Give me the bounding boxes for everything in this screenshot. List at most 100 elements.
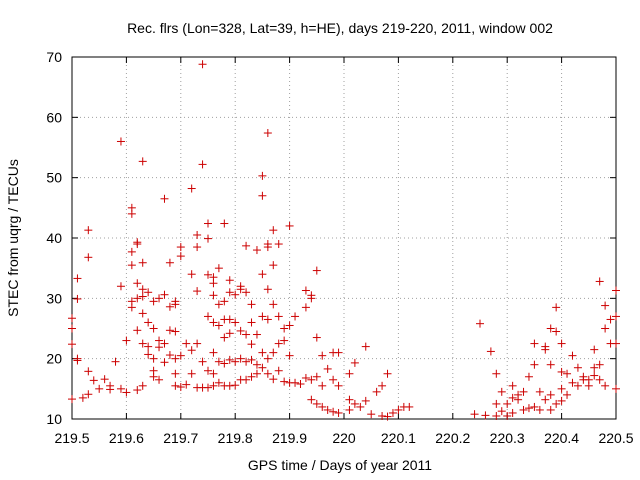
data-point — [149, 324, 158, 333]
data-point — [236, 285, 245, 294]
data-point — [601, 301, 610, 310]
data-point — [209, 279, 218, 288]
data-point — [590, 371, 599, 380]
data-point — [508, 381, 517, 390]
data-point — [301, 286, 310, 295]
data-point — [530, 339, 539, 348]
data-point — [378, 411, 387, 420]
data-point — [127, 261, 136, 270]
data-point — [144, 318, 153, 327]
data-point — [68, 395, 76, 404]
x-tick-label: 219.8 — [218, 430, 253, 446]
data-point — [138, 285, 147, 294]
data-point — [280, 336, 289, 345]
y-tick-label: 30 — [46, 290, 62, 306]
data-point — [144, 342, 153, 351]
data-point — [193, 339, 202, 348]
data-point — [133, 326, 142, 335]
data-point — [519, 387, 528, 396]
data-point — [198, 160, 207, 169]
data-point — [524, 404, 533, 413]
data-point — [122, 336, 131, 345]
x-tick-label: 220.5 — [598, 430, 633, 446]
data-point — [171, 327, 180, 336]
data-point — [274, 366, 283, 375]
data-point — [312, 333, 321, 342]
data-point — [323, 364, 332, 373]
data-point — [138, 258, 147, 267]
data-point — [612, 312, 620, 321]
x-tick-label: 220.1 — [381, 430, 416, 446]
data-point — [225, 381, 234, 390]
x-tick-label: 220.4 — [544, 430, 579, 446]
data-point — [171, 381, 180, 390]
data-point — [280, 377, 289, 386]
data-point — [198, 60, 207, 69]
data-point — [383, 369, 392, 378]
x-tick-label: 219.5 — [54, 430, 89, 446]
data-point — [252, 360, 261, 369]
data-point — [160, 339, 169, 348]
data-point — [127, 209, 136, 218]
data-point — [204, 312, 212, 321]
data-point — [372, 387, 381, 396]
data-point — [552, 327, 561, 336]
chart-title: Rec. flrs (Lon=328, Lat=39, h=HE), days … — [127, 20, 553, 36]
data-point — [182, 380, 191, 389]
data-point — [176, 351, 185, 360]
data-point — [231, 290, 240, 299]
data-point — [133, 279, 142, 288]
data-point — [263, 129, 272, 138]
data-point — [89, 376, 98, 385]
data-point — [68, 314, 76, 323]
data-point — [269, 226, 278, 235]
data-point — [149, 372, 158, 381]
data-point — [209, 348, 218, 357]
data-point — [171, 354, 180, 363]
data-point — [263, 354, 272, 363]
data-point — [176, 243, 185, 252]
data-point — [236, 354, 245, 363]
data-point — [193, 287, 202, 296]
data-point — [106, 385, 115, 394]
data-point — [378, 381, 387, 390]
data-point — [176, 383, 185, 392]
data-point — [149, 354, 158, 363]
data-point — [68, 340, 76, 349]
data-point — [84, 390, 93, 399]
data-point — [481, 411, 490, 420]
data-point — [220, 219, 229, 228]
data-point — [122, 388, 131, 397]
data-point — [133, 240, 142, 249]
data-point — [133, 386, 142, 395]
data-point — [127, 303, 136, 312]
data-point — [209, 291, 218, 300]
data-point — [225, 288, 234, 297]
data-point — [312, 399, 321, 408]
data-point — [220, 297, 229, 306]
data-point — [225, 355, 234, 364]
data-point — [187, 270, 196, 279]
data-point — [329, 407, 338, 416]
data-point — [535, 387, 544, 396]
data-point — [612, 286, 620, 295]
data-point — [388, 408, 397, 417]
data-point — [590, 345, 599, 354]
data-point — [214, 378, 223, 387]
data-point — [100, 375, 109, 384]
data-point — [285, 221, 294, 230]
data-point — [193, 230, 202, 239]
data-point — [187, 184, 196, 193]
data-point — [252, 330, 261, 339]
data-point — [204, 383, 212, 392]
data-point — [606, 315, 615, 324]
data-point — [345, 369, 354, 378]
x-tick-label: 219.7 — [163, 430, 198, 446]
data-point — [497, 407, 506, 416]
data-point — [258, 348, 267, 357]
data-point — [236, 326, 245, 335]
data-point — [492, 399, 501, 408]
data-point — [263, 285, 272, 294]
